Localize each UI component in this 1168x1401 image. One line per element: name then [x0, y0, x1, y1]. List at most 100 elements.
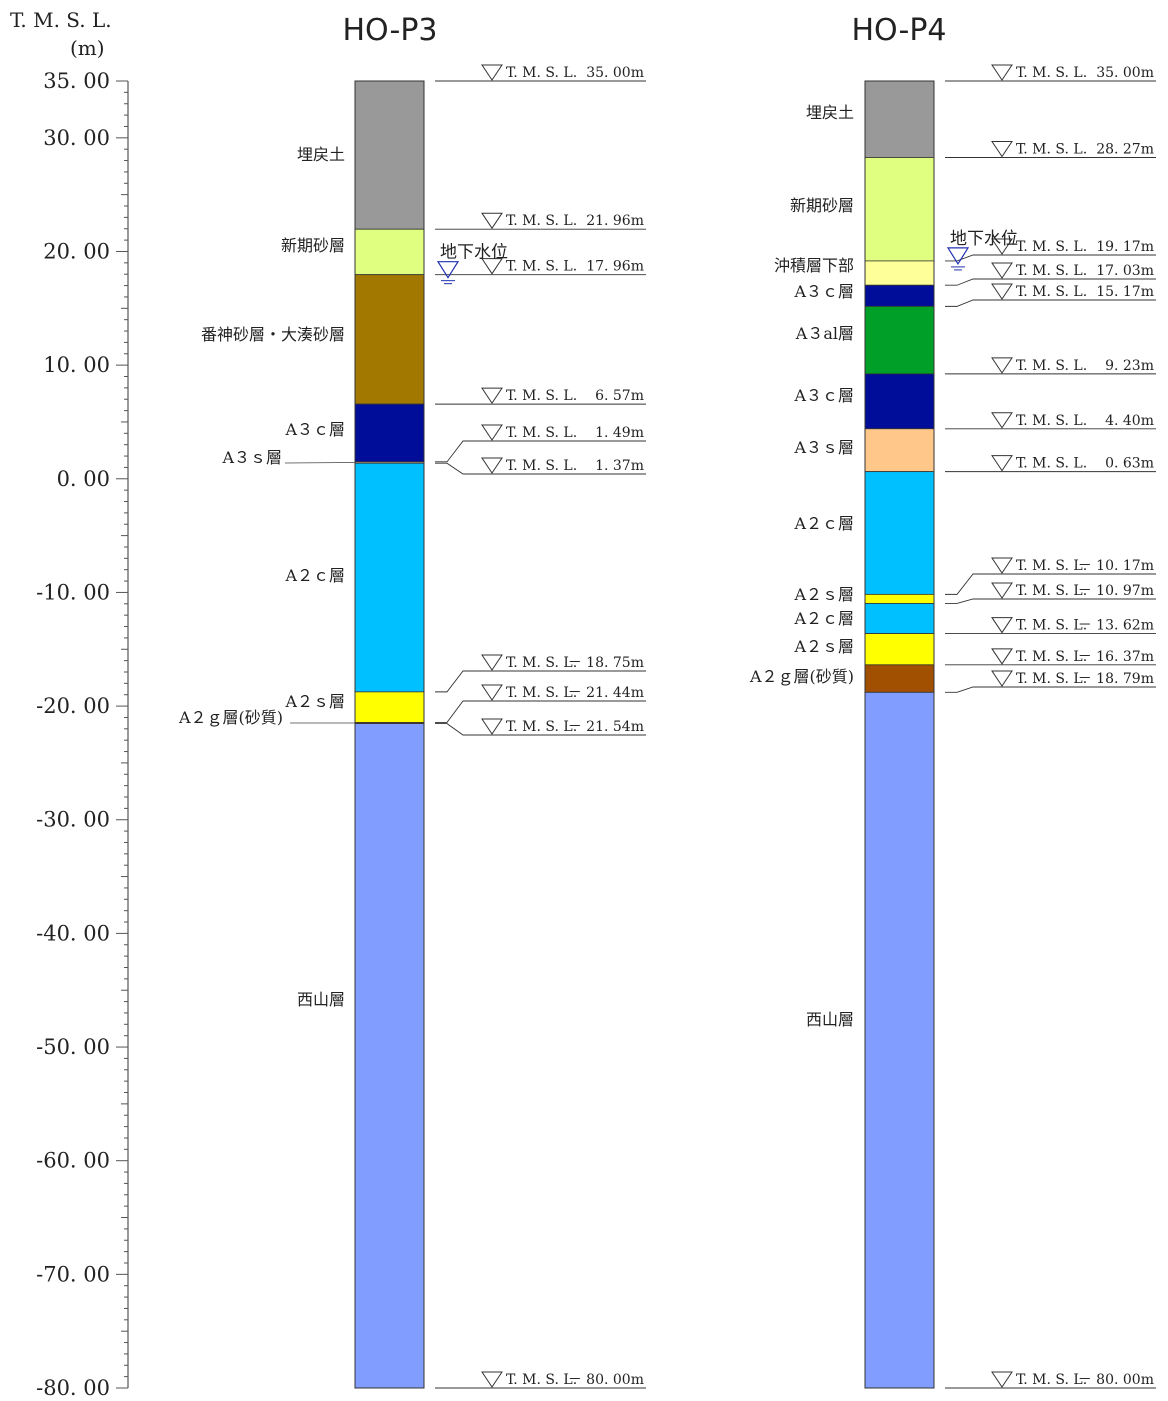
marker-value: － 18. 79m	[1078, 671, 1154, 687]
elevation-marker: T. M. S. L. 1. 37m	[435, 457, 646, 475]
axis-tick-label: 10. 00	[43, 353, 110, 377]
axis-tick-label: -20. 00	[36, 694, 110, 718]
marker-label: T. M. S. L.	[1016, 558, 1087, 574]
elevation-marker: T. M. S. L. 6. 57m	[435, 387, 646, 405]
marker-label: T. M. S. L.	[506, 213, 577, 229]
layer-label: A２ｓ層	[793, 585, 854, 604]
marker-triangle-icon	[481, 684, 503, 701]
groundwater-label: 地下水位	[440, 243, 508, 263]
elevation-marker: T. M. S. L.－ 18. 79m	[945, 670, 1156, 693]
marker-label: T. M. S. L.	[1016, 1372, 1087, 1388]
marker-line	[945, 278, 1156, 286]
marker-value: 4. 40m	[1105, 413, 1154, 429]
layer-block	[864, 428, 935, 473]
elevation-marker: T. M. S. L.－ 21. 44m	[435, 684, 646, 723]
layer-label: A２ｓ層	[793, 637, 854, 656]
elevation-marker: T. M. S. L.－ 80. 00m	[435, 1371, 646, 1389]
marker-value: － 80. 00m	[1078, 1372, 1154, 1388]
layer-block	[864, 373, 935, 430]
marker-triangle-icon	[991, 557, 1013, 574]
marker-label: T. M. S. L.	[506, 425, 577, 441]
marker-value: － 16. 37m	[1078, 649, 1154, 665]
marker-triangle-icon	[481, 387, 503, 405]
marker-label: T. M. S. L.	[506, 655, 577, 671]
elevation-marker: T. M. S. L. 9. 23m	[945, 357, 1156, 375]
marker-label: T. M. S. L.	[506, 259, 577, 275]
layer-label: A３ｓ層	[793, 438, 854, 457]
layer-label: 沖積層下部	[774, 256, 854, 275]
layer-label: 西山層	[297, 990, 345, 1009]
layer-block	[864, 157, 935, 262]
elevation-marker: T. M. S. L. 17. 96m	[435, 258, 646, 276]
layer-block	[354, 462, 425, 693]
marker-value: 1. 49m	[595, 425, 644, 441]
borehole-title: HO-P3	[342, 13, 437, 48]
elevation-marker: T. M. S. L.－ 18. 75m	[435, 654, 646, 693]
marker-line	[435, 700, 646, 723]
marker-label: T. M. S. L.	[506, 719, 577, 735]
marker-value: 9. 23m	[1105, 358, 1154, 374]
axis-tick-label: -70. 00	[36, 1262, 110, 1286]
marker-label: T. M. S. L.	[506, 685, 577, 701]
marker-triangle-icon	[991, 455, 1013, 472]
elevation-marker: T. M. S. L. 17. 03m	[945, 262, 1156, 286]
marker-value: 0. 63m	[1105, 456, 1154, 472]
axis-tick-label: -50. 00	[36, 1035, 110, 1059]
layer-label: A３ｓ層	[221, 448, 282, 467]
marker-value: 17. 03m	[1096, 263, 1154, 279]
marker-value: － 80. 00m	[568, 1372, 644, 1388]
marker-label: T. M. S. L.	[1016, 456, 1087, 472]
axis-tick-label: 35. 00	[43, 69, 110, 93]
marker-label: T. M. S. L.	[506, 388, 577, 404]
axis-tick-label: 20. 00	[43, 239, 110, 263]
marker-triangle-icon	[991, 64, 1013, 81]
groundwater-level: 地下水位	[436, 243, 508, 285]
marker-line	[435, 723, 646, 736]
axis-tick-label: -60. 00	[36, 1149, 110, 1173]
layer-block	[864, 593, 935, 604]
marker-triangle-icon	[481, 64, 503, 81]
layer-label: 西山層	[806, 1010, 854, 1029]
marker-label: T. M. S. L.	[1016, 141, 1087, 157]
marker-label: T. M. S. L.	[1016, 618, 1087, 634]
marker-triangle-icon	[481, 654, 503, 671]
marker-triangle-icon	[481, 212, 503, 230]
marker-value: － 21. 54m	[568, 719, 644, 735]
layer-block	[354, 691, 425, 723]
marker-label: T. M. S. L.	[1016, 358, 1087, 374]
marker-triangle-icon	[991, 262, 1013, 279]
marker-label: T. M. S. L.	[1016, 583, 1087, 599]
marker-triangle-icon	[991, 648, 1013, 665]
layer-label: A２ｃ層	[793, 514, 854, 533]
layer-label: 埋戻土	[297, 145, 345, 164]
elevation-marker: T. M. S. L. 4. 40m	[945, 412, 1156, 430]
axis-unit: (m)	[70, 36, 105, 60]
marker-label: T. M. S. L.	[1016, 671, 1087, 687]
groundwater-label: 地下水位	[950, 229, 1018, 249]
marker-triangle-icon	[991, 140, 1013, 158]
marker-triangle-icon	[481, 424, 503, 441]
marker-value: 17. 96m	[586, 259, 644, 275]
marker-value: 28. 27m	[1096, 141, 1154, 157]
axis-tick-label: -40. 00	[36, 921, 110, 945]
marker-value: － 10. 97m	[1078, 583, 1154, 599]
marker-line	[945, 254, 1156, 262]
marker-triangle-icon	[481, 718, 503, 735]
marker-triangle-icon	[481, 1371, 503, 1388]
water-level-icon	[946, 247, 970, 266]
marker-value: 1. 37m	[595, 458, 644, 474]
marker-line	[945, 573, 1156, 595]
marker-label: T. M. S. L.	[506, 65, 577, 81]
marker-line	[945, 299, 1156, 307]
marker-triangle-icon	[991, 582, 1013, 599]
boreholes: HO-P3埋戻土新期砂層番神砂層・大湊砂層A３ｃ層A３ｓ層A２ｃ層A２ｓ層A２ｇ…	[178, 13, 1156, 1389]
marker-value: 15. 17m	[1096, 284, 1154, 300]
axis-title: T. M. S. L.	[10, 8, 112, 32]
axis-tick-label: -80. 00	[36, 1376, 110, 1400]
marker-value: － 18. 75m	[568, 655, 644, 671]
marker-triangle-icon	[991, 1371, 1013, 1388]
marker-line	[435, 462, 646, 475]
elevation-marker: T. M. S. L.－ 21. 54m	[435, 718, 646, 736]
marker-triangle-icon	[991, 357, 1013, 374]
elevation-marker: T. M. S. L.－ 16. 37m	[945, 648, 1156, 666]
